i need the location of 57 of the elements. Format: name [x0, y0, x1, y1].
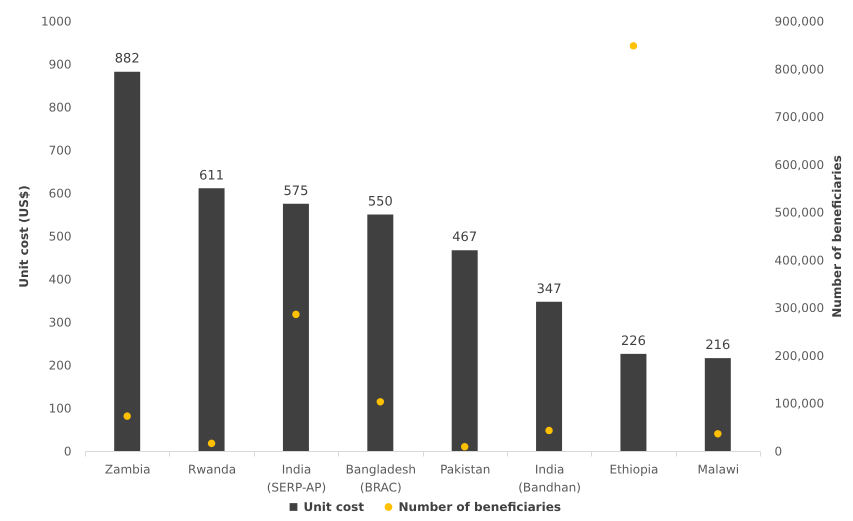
bar	[198, 188, 225, 451]
bar	[114, 72, 140, 451]
x-tick-label: Zambia	[104, 462, 150, 476]
data-label: 347	[536, 282, 562, 297]
y2-tick-label: 900,000	[774, 14, 824, 28]
point	[545, 426, 553, 434]
y2-tick-label: 500,000	[774, 206, 824, 220]
data-label: 550	[368, 194, 393, 210]
point	[376, 398, 384, 406]
y2-tick-label: 200,000	[774, 348, 824, 363]
y-tick-label: 500	[48, 230, 72, 244]
bar	[452, 250, 478, 451]
y-tick-label: 1000	[40, 14, 72, 28]
bar	[367, 214, 394, 451]
x-tick-label: Ethiopia	[610, 462, 658, 476]
x-tick-label: India (Bandhan)	[518, 462, 581, 494]
point	[292, 310, 300, 318]
legend-label: Number of beneficiaries	[398, 500, 561, 514]
y-tick-label: 900	[48, 58, 72, 72]
y2-tick-label: 0	[774, 444, 782, 458]
x-tick-label: India (SERP-AP)	[266, 462, 326, 494]
data-label: 226	[621, 334, 646, 349]
y-tick-label: 0	[64, 444, 72, 458]
point	[208, 440, 216, 448]
y-axis-title: Unit cost (US$)	[16, 185, 31, 288]
data-label: 216	[705, 338, 730, 354]
bar	[620, 354, 646, 451]
legend-label: Unit cost	[304, 500, 364, 514]
point	[714, 430, 722, 438]
x-tick-label: Pakistan	[440, 462, 490, 476]
data-label: 467	[452, 230, 478, 246]
x-tick-label: Malawi	[698, 462, 740, 476]
y-tick-label: 400	[48, 272, 72, 286]
bar	[536, 302, 562, 451]
point	[630, 42, 638, 50]
x-tick-label: Rwanda	[188, 462, 236, 476]
bar	[704, 358, 731, 451]
point	[460, 443, 468, 450]
data-label: 882	[114, 52, 140, 67]
point	[123, 412, 131, 420]
y-tick-label: 600	[48, 186, 72, 200]
y-tick-label: 800	[48, 100, 72, 114]
y2-tick-label: 700,000	[774, 110, 824, 124]
y2-tick-label: 600,000	[774, 158, 824, 172]
data-label: 611	[199, 168, 224, 184]
x-tick-label: Bangladesh (BRAC)	[346, 462, 416, 494]
y-tick-label: 700	[48, 144, 72, 158]
y2-tick-label: 400,000	[774, 253, 824, 268]
bar	[282, 204, 309, 451]
y-tick-label: 100	[48, 402, 72, 416]
y-tick-label: 200	[48, 358, 72, 372]
y2-tick-label: 100,000	[774, 396, 824, 411]
y2-axis-title: Number of beneficiaries	[830, 155, 844, 318]
y2-tick-label: 800,000	[774, 62, 824, 76]
y2-tick-label: 300,000	[774, 301, 824, 316]
data-label: 575	[284, 184, 308, 199]
y-tick-label: 300	[48, 316, 72, 330]
